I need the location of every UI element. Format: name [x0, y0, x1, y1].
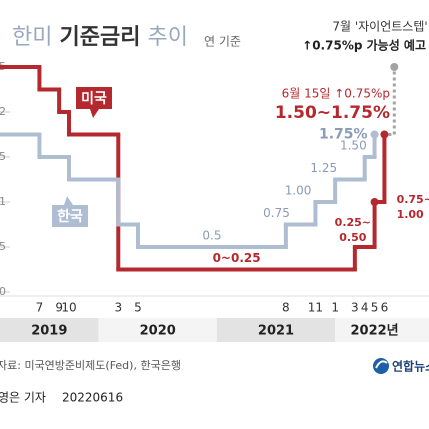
value-label-line: 0.75~ [397, 193, 429, 206]
value-label: 1.50~1.75% [275, 103, 390, 123]
logo-icon [373, 358, 389, 374]
y-tick-label: 0 [0, 285, 6, 298]
logo-icon-mark [375, 360, 388, 369]
value-label-line: 0.25~ [335, 216, 371, 229]
title-prefix: 한미 [12, 25, 52, 50]
point [380, 130, 389, 139]
year-bar [216, 318, 336, 342]
value-label: 0.25~ 0.50 [335, 216, 371, 244]
year-label: 2022년 [350, 324, 398, 339]
year-label: 2020 [140, 324, 176, 339]
y-tick-label: 1 [0, 195, 6, 208]
series: 0~0.25 0.25~ 0.50 0.75~ 1.00 1.50~1.75% 미국 [0, 65, 429, 272]
y-tick-label: 2 [0, 105, 6, 118]
y-tick-label: 1.5 [0, 150, 6, 163]
year-bar [0, 318, 99, 342]
projection-point [390, 63, 399, 71]
year-label: 2019 [31, 324, 67, 339]
title-suffix: 추이 [147, 25, 187, 50]
logo: 연합뉴스 [392, 359, 429, 374]
series-label: 미국 [81, 91, 107, 107]
series-tag [76, 87, 112, 109]
value-label: 0.5 [202, 229, 221, 243]
annotation: 7월 '자이언트스텝' [332, 20, 427, 34]
x-tick-label: 6 [381, 301, 389, 315]
value-label: 0.75~ 1.00 [397, 193, 429, 221]
year-label: 2021 [258, 324, 294, 339]
subtitle: 연 기준 [204, 35, 241, 49]
series-tag-pointer [90, 109, 99, 118]
date: 20220616 [62, 391, 123, 405]
value-label: 1.75% [319, 127, 368, 143]
x-tick-label: 3 [114, 301, 122, 315]
year-bar [98, 318, 217, 342]
series: 0.5 0.75 1.00 1.251.501.75% 한국 [0, 127, 379, 249]
x-tick-label: 5 [134, 301, 142, 315]
x-tick-label: 10 [61, 301, 76, 315]
value-label: 0.75 [263, 206, 290, 220]
x-tick-label: 3 [351, 301, 359, 315]
year-bar [335, 318, 414, 342]
x-tick-label: 8 [282, 301, 290, 315]
x-tick-label: 7 [36, 301, 44, 315]
x-tick-label: 1 [331, 301, 339, 315]
x-tick-label: 5 [371, 301, 379, 315]
background-layer [0, 66, 429, 342]
value-label: 1.50 [340, 139, 367, 153]
value-label-line: 1.00 [397, 208, 424, 221]
series-tag-pointer [64, 196, 73, 205]
source: 자료: 미국연방준비제도(Fed), 한국은행 [0, 359, 181, 372]
value-label: 1.00 [285, 184, 312, 198]
point [370, 130, 379, 139]
year-bar-right [414, 318, 429, 342]
x-tick-label: 11 [308, 301, 323, 315]
x-tick-label: 4 [361, 301, 369, 315]
value-label: 1.25 [310, 161, 337, 175]
annotation: ↑0.75%p 가능성 예고 [302, 38, 426, 53]
title-main: 기준금리 [59, 25, 140, 50]
value-label: 0~0.25 [213, 251, 261, 265]
chart-title: 한미 기준금리 추이 [12, 25, 188, 50]
point [370, 198, 379, 206]
series-tag [52, 205, 88, 227]
series-label: 한국 [57, 209, 83, 225]
annotation: 6월 15일 ↑0.75%p [282, 87, 390, 101]
y-tick-label: 0.5 [0, 240, 6, 253]
x-tick-label: 9 [55, 301, 63, 315]
credit: 영은 기자 [0, 391, 46, 405]
value-label-line: 0.50 [339, 231, 366, 244]
